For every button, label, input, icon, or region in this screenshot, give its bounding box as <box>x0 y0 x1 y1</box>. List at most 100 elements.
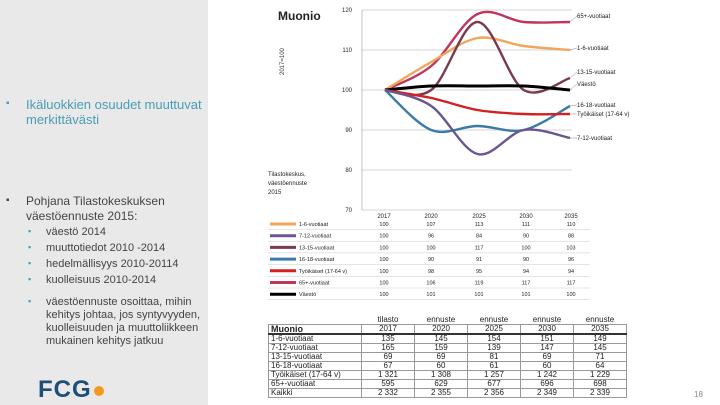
leader-line <box>569 83 578 91</box>
index-cell: 101 <box>521 292 530 298</box>
index-row-label: 13-15-vuotiaat <box>299 245 335 251</box>
line-labels: 65+-vuotiaat 1-6-vuotiaat 13-15-vuotiaat Vä… <box>569 14 629 142</box>
table-row: Kaikki 2 332 2 355 2 356 2 349 2 339 <box>268 388 627 398</box>
index-cell: 106 <box>426 281 435 287</box>
index-cell: 94 <box>568 269 574 275</box>
index-cell: 100 <box>521 245 530 251</box>
index-cell: 110 <box>567 222 576 228</box>
index-row-label: Työikäiset (17-64 v) <box>299 269 347 275</box>
table-row: 1-6-vuotiaat 135 145 154 151 149 <box>268 333 627 344</box>
y-tick-label: 110 <box>342 48 352 54</box>
series-label: 65+-vuotiaat <box>577 14 611 20</box>
table-cell: 2 355 <box>414 388 468 398</box>
index-cell: 95 <box>476 269 482 275</box>
table-row: 65+-vuotiaat 595 629 677 696 698 <box>268 379 627 389</box>
index-cell: 117 <box>567 281 576 287</box>
table-row: 13-15-vuotiaat 69 69 81 69 71 <box>268 352 627 362</box>
index-cell: 100 <box>379 245 388 251</box>
index-cell: 91 <box>476 257 482 263</box>
series-line <box>384 36 571 92</box>
series-label: 7-12-vuotiaat <box>577 136 612 142</box>
index-cell: 96 <box>428 234 434 240</box>
bullet-icon: ▪ <box>28 274 32 284</box>
series-line <box>384 84 571 92</box>
index-cell: 100 <box>379 222 388 228</box>
index-col-header: 2020 <box>424 214 438 220</box>
index-cell: 90 <box>428 257 434 263</box>
series-line <box>384 88 571 116</box>
y-tick-label: 90 <box>345 128 352 134</box>
index-cell: 100 <box>379 234 388 240</box>
index-cell: 101 <box>474 292 483 298</box>
index-cell: 117 <box>522 281 531 287</box>
index-row-label: 16-18-vuotiaat <box>299 257 335 263</box>
y-axis-label: 2017=100 <box>280 47 286 75</box>
index-col-header: 2025 <box>472 214 486 220</box>
table-top-header: tilasto ennuste ennuste ennuste ennuste <box>377 315 615 324</box>
index-cell: 100 <box>379 281 388 287</box>
series-line <box>384 89 571 134</box>
series-label: 1-6-vuotiaat <box>577 46 609 52</box>
chart-title: Muonio <box>278 9 321 23</box>
fcg-logo: FCG <box>38 376 104 404</box>
row-label: Kaikki <box>268 388 362 398</box>
bullet-icon: ▪ <box>28 296 32 306</box>
source-note-line: Tilastokeskus, <box>268 172 306 178</box>
series-line <box>384 10 571 92</box>
index-col-header: 2030 <box>519 214 533 220</box>
table-header-row: Muonio 2017 2020 2025 2030 2035 <box>268 324 627 335</box>
index-cell: 107 <box>426 222 435 228</box>
series-line <box>384 88 571 156</box>
index-cell: 103 <box>566 245 575 251</box>
leader-line <box>569 104 578 107</box>
series-label: Väestö <box>577 82 596 88</box>
source-note-line: 2015 <box>268 190 282 196</box>
series-label: Työikäiset (17-64 v) <box>577 112 629 118</box>
series-label: 16-18-vuotiaat <box>577 103 616 109</box>
left-panel: ▪ Ikäluokkien osuudet muuttuvat merkittä… <box>0 0 208 405</box>
index-col-header: 2035 <box>564 214 578 220</box>
leader-line <box>569 15 578 23</box>
table-cell: 2 332 <box>361 388 415 398</box>
source-note: Tilastokeskus, väestöennuste 2015 <box>268 172 309 196</box>
index-cell: 100 <box>379 257 388 263</box>
slide-heading: Ikäluokkien osuudet muuttuvat merkittävä… <box>26 97 202 127</box>
series-label: 13-15-vuotiaat <box>577 70 616 76</box>
grid: 70 80 90 100 110 120 <box>342 8 572 214</box>
index-cell: 96 <box>568 257 574 263</box>
index-cell: 84 <box>476 234 482 240</box>
index-cell: 117 <box>475 245 484 251</box>
table-title: Muonio <box>268 324 362 335</box>
basis-text: Pohjana Tilastokeskuksen väestöennuste 2… <box>26 194 165 223</box>
index-cell: 90 <box>523 257 529 263</box>
y-tick-label: 70 <box>345 208 352 214</box>
series-line <box>384 20 571 97</box>
leader-line <box>569 71 578 79</box>
index-row-label: Väestö <box>299 292 316 298</box>
series-lines <box>384 10 571 156</box>
source-note-line: väestöennuste <box>268 181 308 187</box>
note-text: väestöennuste osoittaa, mihin kehitys jo… <box>46 296 201 347</box>
index-row-label: 7-12-vuotiaat <box>299 234 332 240</box>
index-table: 2017 2020 2025 2030 2035 1-6-vuotiaat 100 107 11… <box>268 214 590 300</box>
table-row: 7-12-vuotiaat 165 159 139 147 145 <box>268 343 627 353</box>
page-number: 18 <box>694 390 703 399</box>
bullet-icon: ▪ <box>6 98 10 109</box>
table-cell: 2 349 <box>520 388 574 398</box>
bullet-icon: ▪ <box>28 258 32 268</box>
leader-line <box>569 47 578 51</box>
index-row-label: 65+-vuotiaat <box>299 281 330 287</box>
index-col-header: 2017 <box>377 214 391 220</box>
bullet-icon: ▪ <box>28 226 32 236</box>
bullet-icon: ▪ <box>6 195 10 206</box>
y-tick-label: 120 <box>342 8 353 14</box>
index-cell: 119 <box>475 281 484 287</box>
index-cell: 90 <box>523 234 529 240</box>
population-table: tilasto ennuste ennuste ennuste ennuste … <box>268 316 627 398</box>
index-cell: 98 <box>428 269 434 275</box>
index-cell: 101 <box>426 292 435 298</box>
table-cell: 2 339 <box>573 388 627 398</box>
logo-dot-icon <box>93 385 104 396</box>
index-cell: 113 <box>475 222 484 228</box>
